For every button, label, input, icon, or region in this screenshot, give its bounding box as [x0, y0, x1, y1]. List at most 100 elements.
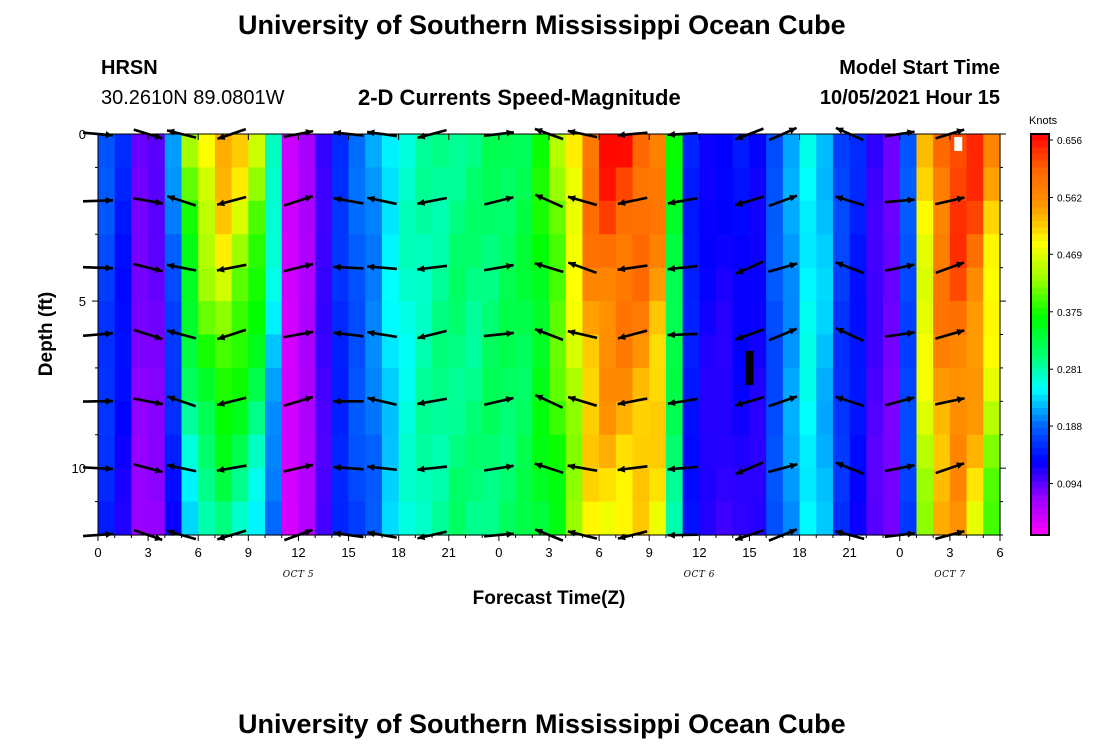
heat-cell — [465, 167, 483, 202]
colorbar-band — [1031, 441, 1049, 449]
heat-cell — [114, 267, 132, 302]
heat-cell — [348, 367, 366, 402]
current-vector — [417, 196, 448, 206]
colorbar-band — [1031, 374, 1049, 382]
heat-cell — [933, 434, 951, 469]
heat-cell — [432, 468, 450, 503]
heat-cell — [114, 167, 132, 202]
heat-cell — [98, 234, 116, 269]
heat-cell — [832, 234, 851, 269]
heat-cell — [766, 367, 784, 402]
x-tick-label: 18 — [391, 545, 405, 560]
x-tick-label: 3 — [545, 545, 552, 560]
current-vector — [835, 326, 864, 343]
heat-cell — [465, 200, 483, 235]
heat-cell — [816, 267, 834, 302]
heat-cell — [331, 267, 350, 302]
heat-cell — [515, 334, 533, 369]
heat-cell — [298, 501, 316, 536]
heat-cell — [565, 367, 583, 402]
heat-cell — [883, 167, 901, 202]
heat-cell — [532, 167, 550, 202]
heat-cell — [749, 234, 767, 269]
current-vector — [768, 462, 798, 474]
heat-cell — [582, 134, 600, 169]
heat-cell — [498, 501, 517, 536]
heat-cell — [966, 434, 984, 469]
colorbar-band — [1031, 260, 1049, 269]
heat-cell — [849, 200, 867, 235]
heat-cell — [899, 301, 918, 336]
heat-cell — [682, 200, 700, 235]
current-vector — [484, 195, 514, 206]
heat-cell — [682, 134, 700, 169]
colorbar-band — [1031, 401, 1049, 409]
heat-cell — [315, 134, 333, 169]
heat-cell — [816, 501, 834, 536]
colorbar-band — [1031, 294, 1049, 302]
heat-cell — [949, 234, 968, 269]
heat-cell — [248, 334, 266, 369]
heat-cell — [331, 334, 350, 369]
colorbar-band — [1031, 140, 1049, 148]
colorbar-band — [1031, 247, 1049, 255]
heat-cell — [532, 367, 550, 402]
heat-cell — [832, 501, 851, 536]
heat-cell — [832, 334, 851, 369]
current-vector — [333, 397, 364, 405]
y-tick-label: 0 — [79, 127, 86, 142]
x-tick-label: 6 — [195, 545, 202, 560]
heat-cell — [766, 401, 784, 436]
heat-cell — [348, 501, 366, 536]
heat-cell — [699, 234, 717, 269]
heat-cell — [599, 200, 617, 235]
heat-cell — [265, 200, 283, 235]
heat-cell — [498, 134, 517, 169]
heat-cell — [732, 267, 751, 302]
heat-cell — [198, 200, 216, 235]
heat-cell — [482, 367, 500, 402]
heat-cell — [498, 334, 517, 369]
heat-cell — [899, 134, 918, 169]
heat-cell — [933, 267, 951, 302]
colorbar-band — [1031, 254, 1049, 262]
heat-cell — [164, 334, 183, 369]
heat-cell — [599, 501, 617, 536]
heat-cell — [448, 167, 467, 202]
colorbar-band — [1031, 414, 1049, 422]
heat-cell — [682, 301, 700, 336]
heat-cell — [365, 167, 383, 202]
heat-cell — [381, 234, 400, 269]
heat-cell — [231, 267, 249, 302]
colorbar-band — [1031, 160, 1049, 168]
heat-cell — [298, 401, 316, 436]
heat-cell — [716, 468, 734, 503]
heat-cell — [148, 468, 166, 503]
heat-cell — [98, 200, 116, 235]
heat-cell — [331, 501, 350, 536]
heat-cell — [983, 401, 1001, 436]
heat-cell — [131, 234, 149, 269]
heat-cell — [732, 134, 751, 169]
current-vector — [333, 330, 364, 338]
colorbar: Knots 0.656 0.562 0.469 0.375 0.281 0.188 0.094 — [1029, 115, 1082, 536]
colorbar-band — [1031, 381, 1049, 389]
heat-cell — [365, 434, 383, 469]
heat-cell — [532, 434, 550, 469]
heat-cell — [198, 134, 216, 169]
heat-cell — [214, 301, 233, 336]
current-vector — [884, 395, 915, 407]
heat-cell — [315, 501, 333, 536]
colorbar-band — [1031, 494, 1049, 503]
current-vector — [483, 396, 514, 406]
heat-cell — [298, 200, 316, 235]
colorbar-band — [1031, 434, 1049, 442]
colorbar-band — [1031, 194, 1049, 202]
current-vector — [417, 329, 447, 340]
heat-cell — [231, 167, 249, 202]
heat-cell — [665, 267, 684, 302]
heat-cell — [649, 367, 667, 402]
current-vector — [283, 262, 314, 273]
heat-cell — [231, 468, 249, 503]
heat-cell — [983, 301, 1001, 336]
